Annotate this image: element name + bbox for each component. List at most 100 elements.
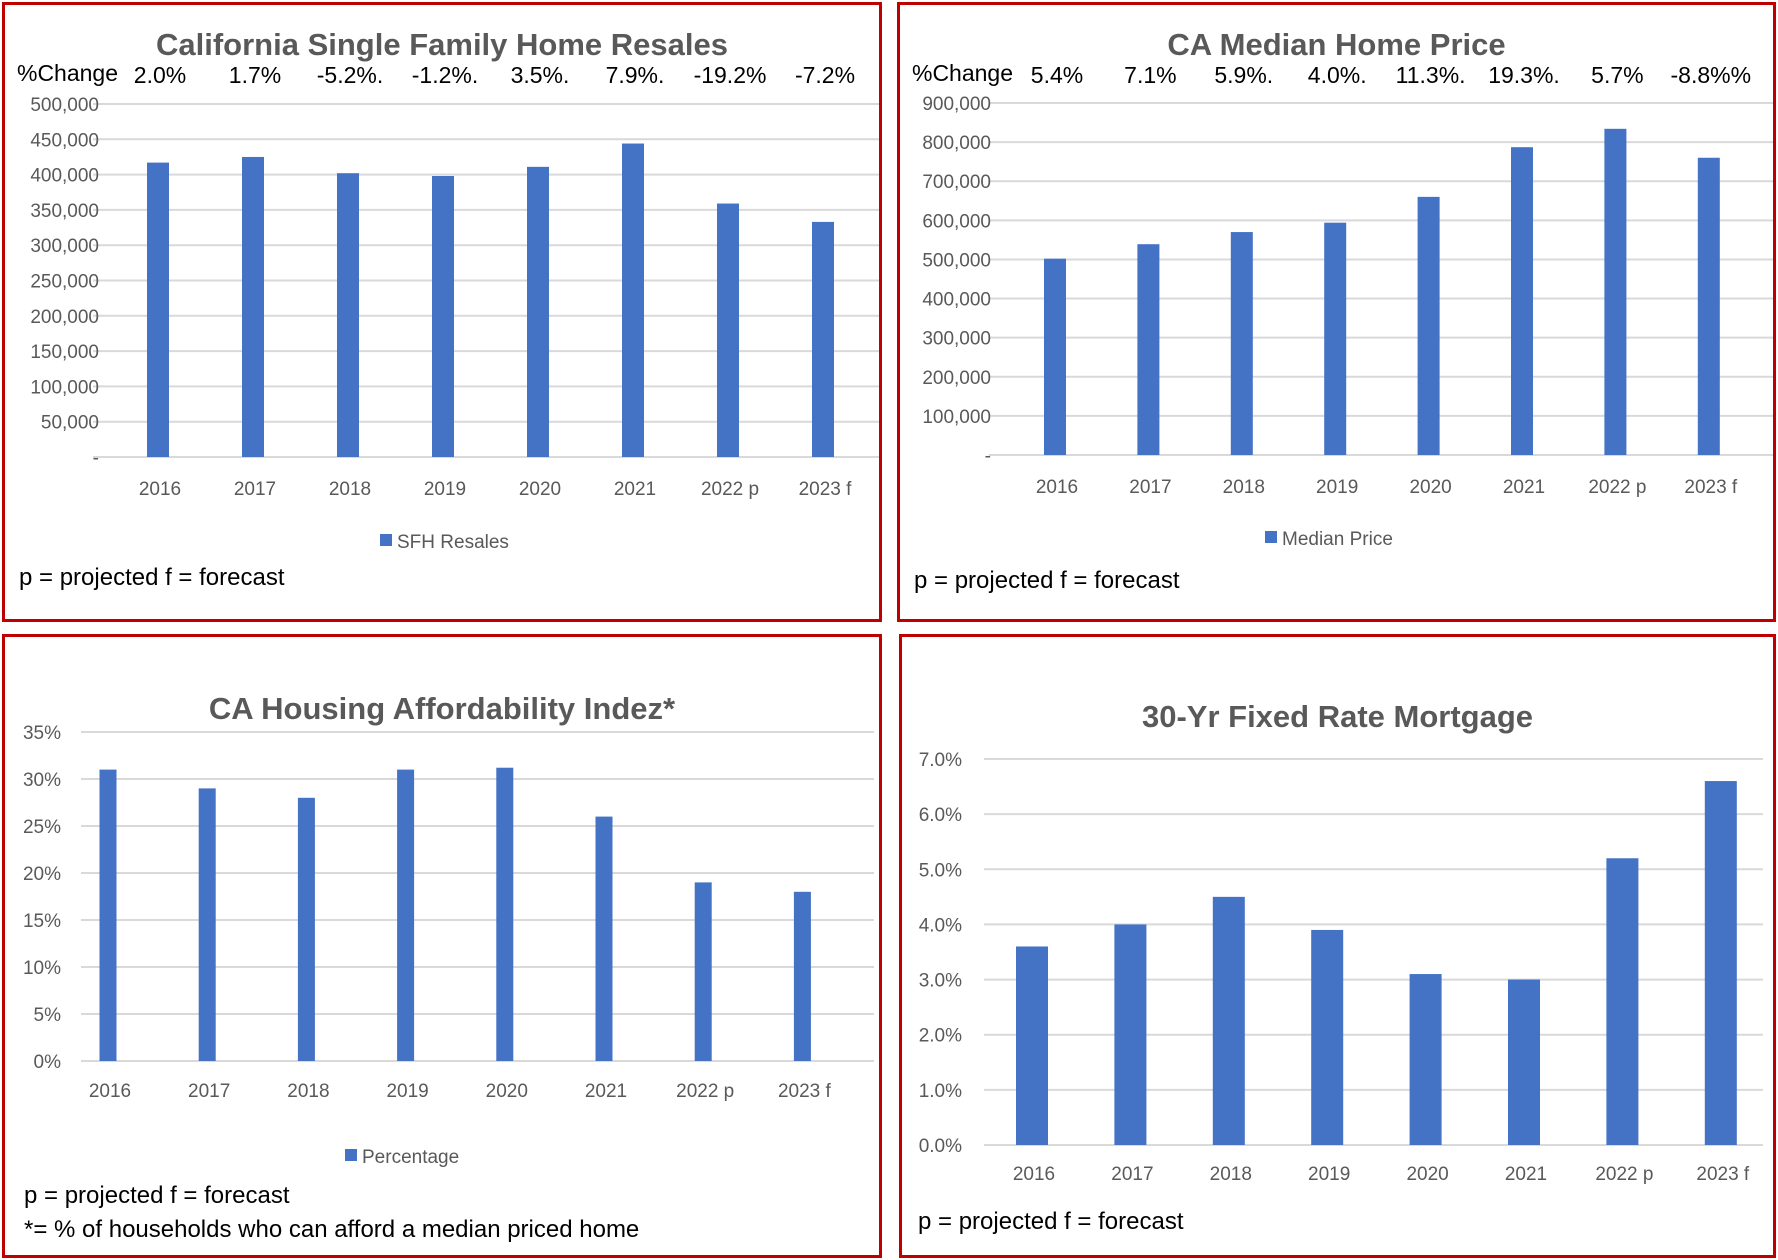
chart-title: California Single Family Home Resales [156, 27, 728, 62]
legend-swatch [345, 1149, 357, 1161]
x-tick-label: 2017 [1129, 477, 1171, 498]
y-tick-label: 200,000 [922, 368, 991, 389]
y-tick-label: 500,000 [30, 95, 99, 116]
y-tick-label: 150,000 [30, 342, 99, 363]
y-tick-label: 4.0% [919, 915, 962, 936]
percent-change-label: 1.7% [229, 62, 281, 88]
bar-2022-p [1604, 128, 1627, 455]
x-tick-label: 2018 [1210, 1164, 1252, 1185]
chart-svg: - 100,000 200,000 300,000 400,000 500,000 600,… [912, 27, 1773, 594]
chart-svg: 0% 5% 10% 15% 20% 25% 30% 35% CA Housing Afforda… [23, 691, 874, 1243]
y-tick-label: 300,000 [30, 236, 99, 257]
y-tick-label: 450,000 [30, 130, 99, 151]
x-tick-label: 2020 [1409, 477, 1451, 498]
bar-2018 [1230, 232, 1253, 455]
y-tick-label: 100,000 [922, 407, 991, 428]
bar-2018 [1212, 896, 1245, 1145]
x-tick-label: 2019 [1316, 477, 1358, 498]
x-tick-label: 2020 [519, 479, 561, 500]
x-tick-label: 2017 [188, 1081, 230, 1102]
y-tick-label: 0.0% [919, 1136, 962, 1157]
y-tick-label: 10% [23, 958, 61, 979]
bar-2019 [1311, 929, 1344, 1145]
legend-swatch [380, 534, 392, 546]
y-tick-label: 300,000 [922, 329, 991, 350]
y-tick-label: 3.0% [919, 971, 962, 992]
bar-2023-f [793, 891, 811, 1061]
affordability-chart-panel: 0% 5% 10% 15% 20% 25% 30% 35% CA Housing Afforda… [2, 634, 882, 1258]
x-tick-label: 2018 [287, 1081, 329, 1102]
x-tick-label: 2017 [1111, 1164, 1153, 1185]
percent-change-label: 19.3%. [1488, 62, 1560, 88]
y-tick-label: 400,000 [30, 166, 99, 187]
x-tick-label: 2018 [1223, 477, 1265, 498]
percent-change-label: 5.7% [1591, 62, 1643, 88]
bar-2017 [242, 156, 264, 457]
y-tick-label: 200,000 [30, 307, 99, 328]
mortgage-rate-chart-panel: 0.0% 1.0% 2.0% 3.0% 4.0% 5.0% 6.0% 7.0% 30-Yr Fi… [899, 634, 1776, 1258]
y-tick-label: 400,000 [922, 290, 991, 311]
bar-2017 [1137, 244, 1160, 455]
bar-2022-p [694, 882, 712, 1061]
bar-2019 [432, 176, 454, 457]
x-tick-label: 2023 f [1696, 1164, 1750, 1185]
x-tick-label: 2020 [486, 1081, 528, 1102]
bar-2018 [337, 173, 359, 458]
y-tick-label: 7.0% [919, 750, 962, 771]
bar-2021 [622, 143, 644, 457]
percent-change-label: 5.9%. [1214, 62, 1273, 88]
footnote: *= % of households who can afford a medi… [24, 1216, 639, 1243]
bar-2017 [1114, 924, 1147, 1145]
percent-change-heading: %Change [17, 60, 118, 86]
x-tick-label: 2021 [1505, 1164, 1547, 1185]
y-tick-label: 100,000 [30, 377, 99, 398]
legend-swatch [1265, 531, 1277, 543]
legend-label: SFH Resales [397, 532, 509, 553]
y-tick-label: - [93, 448, 99, 469]
y-tick-label: 250,000 [30, 272, 99, 293]
y-tick-label: 5.0% [919, 860, 962, 881]
y-tick-label: 2.0% [919, 1026, 962, 1047]
y-tick-label: - [985, 446, 991, 467]
x-tick-label: 2021 [1503, 477, 1545, 498]
percent-change-label: 4.0%. [1308, 62, 1367, 88]
bar-2016 [1044, 258, 1066, 455]
x-tick-label: 2017 [234, 479, 276, 500]
x-tick-label: 2023 f [1684, 477, 1738, 498]
percent-change-label: -7.2% [795, 62, 855, 88]
x-tick-label: 2023 f [799, 479, 853, 500]
percent-change-label: 3.5%. [511, 62, 570, 88]
footnote: p = projected f = forecast [19, 564, 285, 591]
median-price-chart-panel: - 100,000 200,000 300,000 400,000 500,000 600,… [897, 2, 1776, 622]
y-tick-label: 5% [34, 1005, 62, 1026]
y-tick-label: 35% [23, 723, 61, 744]
legend-label: Median Price [1282, 529, 1393, 550]
x-tick-label: 2019 [1308, 1164, 1350, 1185]
bar-2019 [1324, 222, 1347, 455]
bar-2021 [1511, 147, 1533, 455]
sfh-resales-chart-panel: - 50,000 100,000 150,000 200,000 250,000 300,0… [2, 2, 882, 622]
bar-2020 [527, 166, 549, 458]
y-tick-label: 700,000 [922, 172, 991, 193]
x-tick-label: 2016 [1036, 477, 1078, 498]
x-tick-label: 2021 [585, 1081, 627, 1102]
percent-change-label: 2.0% [134, 62, 186, 88]
x-tick-label: 2022 p [1595, 1164, 1653, 1185]
x-tick-label: 2023 f [778, 1081, 832, 1102]
bar-2016 [1016, 946, 1048, 1145]
bar-2023-f [1704, 781, 1737, 1145]
y-tick-label: 30% [23, 770, 61, 791]
bar-2023-f [812, 221, 834, 457]
bar-2018 [297, 797, 315, 1061]
bar-2022-p [1606, 858, 1639, 1145]
x-tick-label: 2022 p [1588, 477, 1646, 498]
bar-2021 [595, 816, 613, 1061]
bar-2019 [397, 769, 415, 1061]
y-tick-label: 20% [23, 864, 61, 885]
bar-2017 [198, 788, 216, 1061]
chart-svg: 0.0% 1.0% 2.0% 3.0% 4.0% 5.0% 6.0% 7.0% 30-Yr Fi… [918, 699, 1763, 1235]
y-tick-label: 25% [23, 817, 61, 838]
percent-change-label: -19.2% [694, 62, 767, 88]
y-tick-label: 50,000 [41, 413, 99, 434]
bar-2020 [496, 767, 514, 1061]
